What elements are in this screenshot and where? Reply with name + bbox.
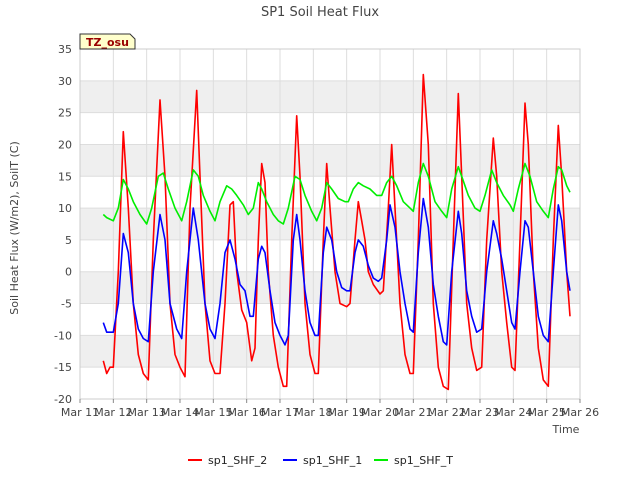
y-tick-label: -15 (54, 361, 72, 374)
series-line-sp1_SHF_1 (102, 197, 571, 346)
y-tick-label: -20 (54, 393, 72, 406)
y-tick-label: 30 (58, 75, 72, 88)
y-tick-label: 0 (65, 266, 72, 279)
y-tick-label: 25 (58, 107, 72, 120)
annotation-badge-text: TZ_osu (86, 36, 129, 49)
x-tick-label: Mar 20 (361, 406, 399, 419)
chart-title: SP1 Soil Heat Flux (261, 5, 379, 20)
y-tick-label: 15 (58, 170, 72, 183)
legend-label-sp1_SHF_T: sp1_SHF_T (394, 454, 453, 467)
x-tick-label: Mar 15 (194, 406, 232, 419)
x-tick-label: Mar 17 (261, 406, 299, 419)
x-tick-label: Mar 24 (494, 406, 532, 419)
plot-band (80, 271, 580, 304)
x-tick-label: Mar 22 (428, 406, 466, 419)
y-tick-label: 20 (58, 138, 72, 151)
x-axis-title: Time (552, 423, 580, 436)
x-tick-label: Mar 26 (561, 406, 599, 419)
x-tick-label: Mar 25 (528, 406, 566, 419)
plot-band (80, 144, 580, 177)
x-tick-label: Mar 19 (328, 406, 366, 419)
x-tick-label: Mar 11 (61, 406, 99, 419)
y-tick-label: 5 (65, 234, 72, 247)
x-tick-label: Mar 12 (94, 406, 132, 419)
series-lines (102, 73, 571, 391)
legend-label-sp1_SHF_1: sp1_SHF_1 (303, 454, 362, 467)
y-tick-label: -10 (54, 329, 72, 342)
y-tick-label: -5 (61, 298, 72, 311)
x-tick-label: Mar 23 (461, 406, 499, 419)
y-tick-label: 35 (58, 43, 72, 56)
y-tick-label: 10 (58, 202, 72, 215)
plot-frame (79, 48, 581, 400)
x-tick-label: Mar 13 (128, 406, 166, 419)
y-tick-labels: -20 -15 -10 -5 0 5 10 15 20 25 30 35 (54, 43, 72, 406)
plot-band (80, 80, 580, 113)
annotation-badge-shape (79, 33, 136, 50)
series-line-sp1_SHF_T (102, 162, 571, 225)
legend: sp1_SHF_2 sp1_SHF_1 sp1_SHF_T (188, 454, 453, 467)
x-tick-label: Mar 18 (294, 406, 332, 419)
x-tick-label: Mar 21 (394, 406, 432, 419)
series-line-sp1_SHF_2 (102, 73, 571, 391)
legend-label-sp1_SHF_2: sp1_SHF_2 (208, 454, 267, 467)
x-tick-label: Mar 14 (161, 406, 199, 419)
annotation-badge: TZ_osu (79, 33, 136, 50)
plot-band (80, 335, 580, 368)
x-tick-label: Mar 16 (228, 406, 266, 419)
y-axis-title: Soil Heat Flux (W/m2), SoilT (C) (8, 141, 21, 314)
